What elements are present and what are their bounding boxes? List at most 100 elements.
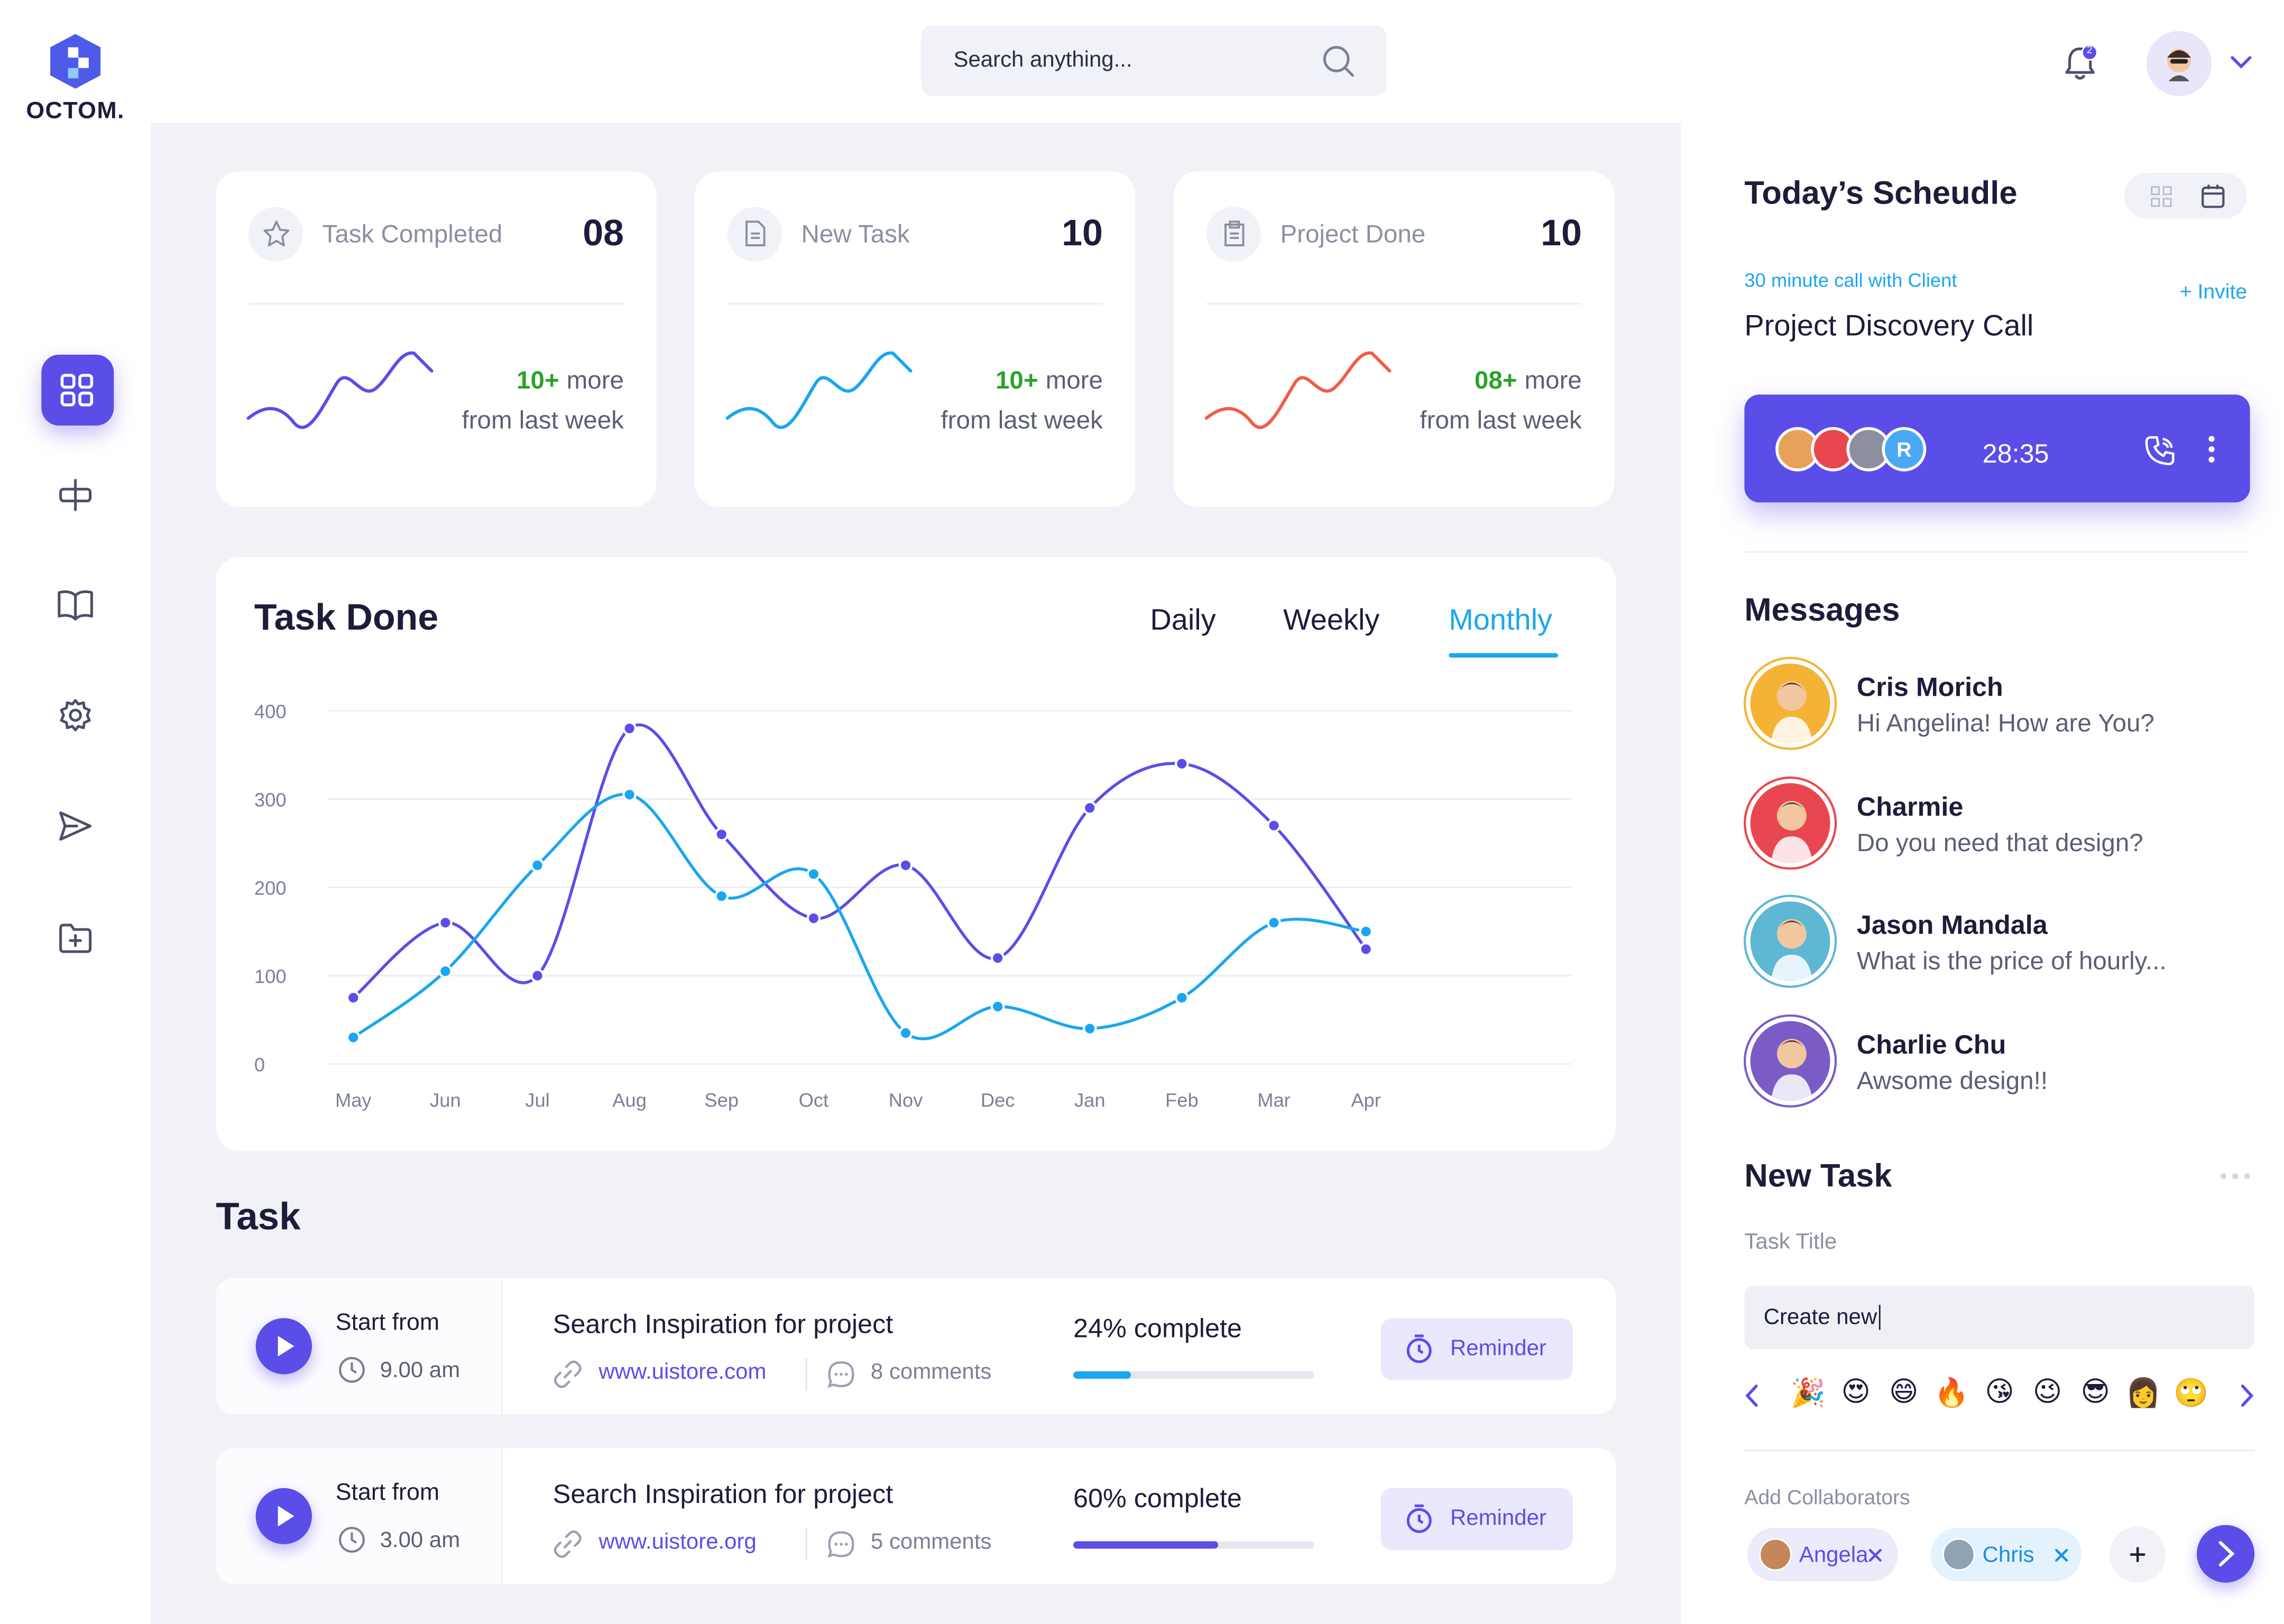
- calendar-view-icon[interactable]: [2201, 184, 2225, 208]
- reminder-icon-part: [1406, 1338, 1432, 1363]
- user-avatar[interactable]: [2146, 31, 2212, 96]
- y-tick-label: 0: [254, 1054, 265, 1076]
- reminder-label: Reminder: [1450, 1506, 1546, 1531]
- collaborator-remove-part: [2055, 1549, 2068, 1562]
- emoji-option[interactable]: 😘: [1985, 1377, 2014, 1408]
- emoji-option[interactable]: 🎉: [1790, 1378, 1826, 1410]
- stat-period: from last week: [1420, 406, 1582, 435]
- search-box[interactable]: Search anything...: [920, 25, 1387, 96]
- meta-separator: [805, 1528, 807, 1561]
- data-point: [990, 951, 1005, 965]
- emoji-next[interactable]: [2241, 1385, 2254, 1407]
- task-title-input[interactable]: Create new: [1744, 1285, 2255, 1350]
- search-icon-part: [1343, 67, 1354, 77]
- submit-button[interactable]: [2197, 1525, 2255, 1583]
- messages-title: Messages: [1744, 591, 1900, 628]
- invite-link[interactable]: + Invite: [2179, 279, 2248, 303]
- data-point: [990, 999, 1005, 1014]
- emoji-option[interactable]: 😍: [1841, 1377, 1871, 1408]
- data-point: [1082, 800, 1097, 815]
- avatar-portrait: [1771, 681, 1813, 744]
- logo-mark-part: [78, 58, 89, 68]
- stat-change-suffix: more: [1045, 366, 1103, 395]
- emoji-option[interactable]: 😄: [1889, 1377, 1919, 1408]
- emoji-option[interactable]: 🔥: [1934, 1378, 1969, 1410]
- reminder-button[interactable]: Reminder: [1380, 1488, 1573, 1551]
- task-section-title: Task: [216, 1194, 301, 1239]
- submit-chevron: [2218, 1541, 2235, 1567]
- data-point: [438, 964, 453, 979]
- data-point: [1359, 924, 1373, 939]
- message-avatar: [1746, 778, 1835, 867]
- data-point: [1267, 916, 1281, 930]
- emoji-option[interactable]: 😉: [2032, 1377, 2062, 1408]
- x-tick-label: Dec: [981, 1090, 1015, 1111]
- data-point: [1082, 1021, 1097, 1036]
- meta-separator: [805, 1358, 807, 1391]
- nav-align[interactable]: [59, 478, 92, 511]
- avatar-portrait-part: [1776, 919, 1807, 949]
- play-button[interactable]: [255, 1488, 312, 1545]
- collaborator-name: Chris: [1982, 1543, 2034, 1568]
- nav-settings[interactable]: [59, 699, 92, 732]
- message-sender[interactable]: Charmie: [1856, 791, 1964, 821]
- stat-sparkline-part: [725, 351, 913, 429]
- new-task-title: New Task: [1744, 1157, 1892, 1194]
- stat-card: Project Done 10 08+ more from last week: [1174, 171, 1615, 507]
- clock-icon-part: [339, 1357, 365, 1383]
- chart-tab[interactable]: Weekly: [1283, 604, 1380, 637]
- call-menu-dots[interactable]: [2208, 436, 2215, 463]
- nav-send[interactable]: [59, 811, 92, 841]
- stat-icon-glyph-part: [745, 220, 766, 246]
- new-task-menu[interactable]: [2220, 1173, 2250, 1179]
- message-sender[interactable]: Jason Mandala: [1856, 910, 2048, 940]
- user-menu-chevron[interactable]: [2231, 56, 2252, 69]
- message-sender[interactable]: Charlie Chu: [1856, 1029, 2006, 1059]
- reminder-button[interactable]: Reminder: [1380, 1318, 1573, 1380]
- collaborator-remove[interactable]: [1868, 1548, 1882, 1562]
- new-task-menu-part: [2244, 1173, 2250, 1179]
- stat-divider: [1206, 303, 1582, 304]
- grid-view-icon-part: [2162, 198, 2172, 207]
- nav-dashboard-part: [78, 374, 94, 389]
- stat-divider: [727, 303, 1103, 304]
- nav-folder[interactable]: [59, 924, 92, 953]
- emoji-option[interactable]: 👩: [2125, 1378, 2161, 1410]
- reminder-icon-part: [1406, 1508, 1432, 1533]
- call-phone-icon[interactable]: [2145, 436, 2175, 466]
- progress-track: [1073, 1541, 1314, 1549]
- data-point: [438, 916, 453, 930]
- grid-view-icon[interactable]: [2151, 186, 2172, 207]
- emoji-option[interactable]: 😎: [2080, 1377, 2110, 1408]
- nav-dashboard-part: [60, 391, 76, 407]
- data-point: [1267, 818, 1281, 833]
- stat-card: Task Completed 08 10+ more from last week: [216, 171, 657, 507]
- emoji-option[interactable]: 🙄: [2174, 1378, 2209, 1410]
- add-collaborator-button[interactable]: [2110, 1526, 2166, 1583]
- collaborator-remove[interactable]: [2055, 1548, 2068, 1562]
- nav-settings-part: [60, 699, 91, 732]
- call-menu-dots-part: [2208, 456, 2215, 463]
- chart-tab[interactable]: Daily: [1150, 604, 1216, 637]
- chart-tab[interactable]: Monthly: [1449, 604, 1553, 637]
- stat-value: 10: [1062, 213, 1103, 254]
- emoji-prev[interactable]: [1744, 1385, 1758, 1407]
- task-link[interactable]: www.uistore.com: [598, 1359, 767, 1385]
- data-point: [898, 1026, 913, 1040]
- task-link[interactable]: www.uistore.org: [598, 1529, 757, 1555]
- data-point: [898, 858, 913, 873]
- panel-divider: [1744, 1450, 2255, 1451]
- stat-label: New Task: [801, 220, 910, 248]
- nav-book[interactable]: [58, 588, 93, 621]
- nav-dashboard[interactable]: [60, 374, 94, 407]
- message-sender[interactable]: Cris Morich: [1856, 672, 2003, 702]
- play-icon-part: [278, 1335, 294, 1357]
- task-row: Start from 3.00 am Search Inspiration for …: [216, 1448, 1616, 1584]
- data-point: [1359, 942, 1373, 956]
- play-button[interactable]: [255, 1318, 312, 1374]
- stat-icon-glyph: [263, 220, 290, 246]
- grid-view-icon-part: [2151, 198, 2160, 207]
- stat-value: 08: [583, 213, 624, 254]
- message-preview: Hi Angelina! How are You?: [1856, 709, 2154, 737]
- collaborator-name: Angela: [1799, 1543, 1868, 1568]
